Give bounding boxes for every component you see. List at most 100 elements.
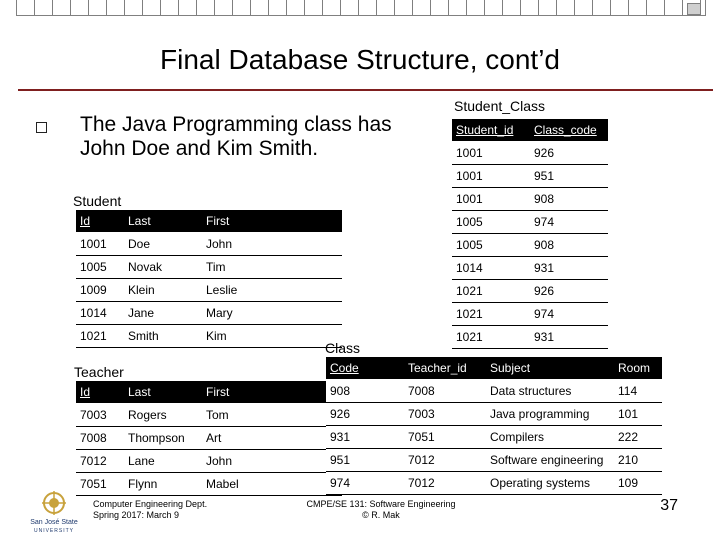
table-cell: 7051: [404, 425, 486, 449]
student-caption: Student: [73, 193, 122, 209]
table-cell: 926: [530, 141, 608, 165]
table-row: 1009 Klein Leslie: [76, 278, 342, 302]
header-cell: Id: [76, 210, 124, 233]
table-cell: 109: [614, 471, 662, 495]
table-row: 1021 931: [452, 325, 608, 349]
table-cell: 7008: [404, 379, 486, 403]
table-cell: 974: [326, 471, 404, 495]
logo-text-line1: San José State: [30, 519, 78, 526]
table-cell: Leslie: [202, 278, 342, 302]
header-cell: Room: [614, 357, 662, 380]
table-cell: 908: [530, 233, 608, 257]
header-cell: Id: [76, 381, 124, 404]
class-caption: Class: [325, 340, 361, 356]
table-cell: 908: [530, 187, 608, 211]
table-row: 1005 Novak Tim: [76, 255, 342, 279]
table-cell: Java programming: [486, 402, 614, 426]
table-cell: 951: [326, 448, 404, 472]
logo-text-line2: UNIVERSITY: [34, 528, 74, 534]
table-header-row: Student_id Class_code: [452, 119, 608, 142]
table-cell: Doe: [124, 232, 202, 256]
table-cell: Klein: [124, 278, 202, 302]
table-cell: Tom: [202, 403, 342, 427]
table-row: 7012 Lane John: [76, 449, 342, 473]
table-cell: 7003: [404, 402, 486, 426]
table-cell: 931: [326, 425, 404, 449]
slide-title: Final Database Structure, cont’d: [160, 44, 560, 75]
table-row: 1021 926: [452, 279, 608, 303]
footer-left: Computer Engineering Dept. Spring 2017: …: [93, 499, 207, 521]
student-class-caption: Student_Class: [454, 98, 546, 114]
table-cell: Jane: [124, 301, 202, 325]
table-header-row: Id Last First: [76, 381, 342, 404]
university-logo: San José State UNIVERSITY: [28, 490, 80, 534]
table-cell: Kim: [202, 324, 342, 348]
table-row: 7003 Rogers Tom: [76, 403, 342, 427]
table-cell: 926: [326, 402, 404, 426]
table-row: 1021 Smith Kim: [76, 324, 342, 348]
table-header-row: Code Teacher_id Subject Room: [326, 357, 662, 380]
table-row: 908 7008 Data structures 114: [326, 379, 662, 403]
table-cell: Smith: [124, 324, 202, 348]
table-row: 7051 Flynn Mabel: [76, 472, 342, 496]
footer-left-line1: Computer Engineering Dept.: [93, 499, 208, 509]
table-cell: Novak: [124, 255, 202, 279]
bar-end-box: [687, 3, 701, 15]
table-row: 926 7003 Java programming 101: [326, 402, 662, 426]
table-cell: 7012: [404, 448, 486, 472]
table-cell: 1014: [76, 301, 124, 325]
footer-center-line1: CMPE/SE 131: Software Engineering: [306, 499, 456, 509]
table-cell: Rogers: [124, 403, 202, 427]
header-cell: Code: [326, 357, 404, 380]
header-cell: First: [202, 381, 342, 404]
table-cell: 1021: [452, 325, 530, 349]
table-cell: Lane: [124, 449, 202, 473]
table-cell: 1001: [452, 141, 530, 165]
table-cell: 222: [614, 425, 662, 449]
header-cell: Last: [124, 381, 202, 404]
student-table: Id Last First 1001 Doe John 1005 Novak Tim 1…: [76, 210, 342, 348]
class-table: Code Teacher_id Subject Room 908 7008 Data…: [326, 357, 662, 495]
header-cell: Subject: [486, 357, 614, 380]
page-number: 37: [660, 497, 678, 514]
header-cell: Class_code: [530, 119, 608, 142]
teacher-caption: Teacher: [74, 364, 124, 380]
table-row: 1005 974: [452, 210, 608, 234]
table-cell: 974: [530, 302, 608, 326]
table-row: 7008 Thompson Art: [76, 426, 342, 450]
teacher-table: Id Last First 7003 Rogers Tom 7008 Thompson…: [76, 381, 342, 496]
header-cell: Teacher_id: [404, 357, 486, 380]
table-cell: 7008: [76, 426, 124, 450]
table-cell: 7003: [76, 403, 124, 427]
table-header-row: Id Last First: [76, 210, 342, 233]
table-cell: Compilers: [486, 425, 614, 449]
table-row: 1001 908: [452, 187, 608, 211]
table-cell: Thompson: [124, 426, 202, 450]
table-cell: 908: [326, 379, 404, 403]
table-cell: 1001: [452, 164, 530, 188]
table-cell: 931: [530, 256, 608, 280]
bullet-text: The Java Programming class has John Doe …: [80, 113, 392, 160]
footer-center-line2: © R. Mak: [362, 510, 400, 520]
table-row: 974 7012 Operating systems 109: [326, 471, 662, 495]
table-cell: 114: [614, 379, 662, 403]
table-cell: 1001: [452, 187, 530, 211]
header-cell: Student_id: [452, 119, 530, 142]
table-row: 931 7051 Compilers 222: [326, 425, 662, 449]
table-cell: 210: [614, 448, 662, 472]
table-cell: 951: [530, 164, 608, 188]
header-cell: First: [202, 210, 342, 233]
table-cell: 1005: [76, 255, 124, 279]
table-cell: 7012: [404, 471, 486, 495]
table-cell: 101: [614, 402, 662, 426]
table-cell: Mabel: [202, 472, 342, 496]
title-rule: [18, 89, 713, 91]
table-cell: 7012: [76, 449, 124, 473]
bullet-square-icon: [36, 122, 47, 133]
table-cell: Tim: [202, 255, 342, 279]
table-cell: 1021: [452, 302, 530, 326]
student-class-table: Student_id Class_code 1001 926 1001 951 10…: [452, 119, 608, 349]
table-cell: 926: [530, 279, 608, 303]
top-decorative-bar: [16, 0, 706, 16]
table-row: 1001 951: [452, 164, 608, 188]
